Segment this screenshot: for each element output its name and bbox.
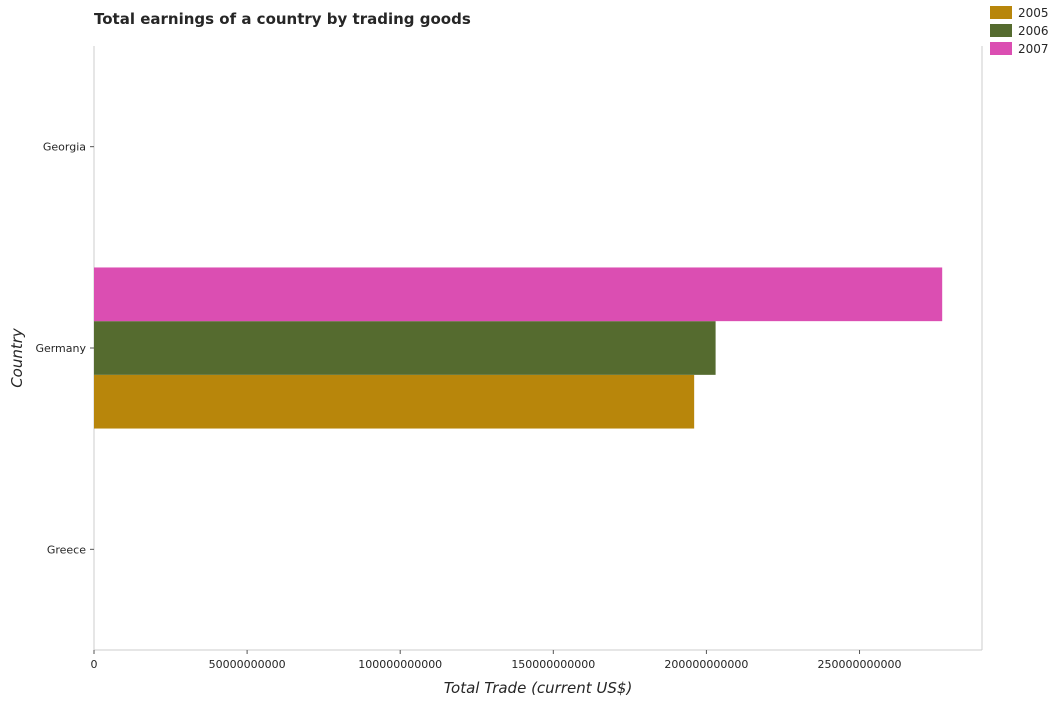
x-tick-label: 150000000000 [511,658,595,671]
bar-2006-germany [94,321,716,375]
chart-title: Total earnings of a country by trading g… [94,10,471,28]
legend: 2005 2006 2007 [990,6,1049,56]
y-axis-label: Country [8,327,26,388]
bar-2007-germany [94,267,943,322]
x-tick-label: 0 [91,658,98,671]
legend-swatch-2006 [990,24,1012,37]
x-tick-label: 250000000000 [818,658,902,671]
bar-2005-germany [94,374,695,429]
x-tick-label: 100000000000 [358,658,442,671]
x-tick-label: 200000000000 [664,658,748,671]
legend-label-2007: 2007 [1018,42,1049,56]
y-tick-label-georgia: Georgia [43,141,86,154]
legend-label-2005: 2005 [1018,6,1049,20]
legend-swatch-2005 [990,6,1012,19]
y-tick-label-germany: Germany [35,342,86,355]
legend-label-2006: 2006 [1018,24,1049,38]
x-tick-label: 50000000000 [209,658,286,671]
legend-swatch-2007 [990,42,1012,55]
plot-area: 0 50000000000 100000000000 150000000000 2000… [35,46,983,671]
y-tick-label-greece: Greece [47,543,86,556]
x-axis-label: Total Trade (current US$) [444,679,633,697]
